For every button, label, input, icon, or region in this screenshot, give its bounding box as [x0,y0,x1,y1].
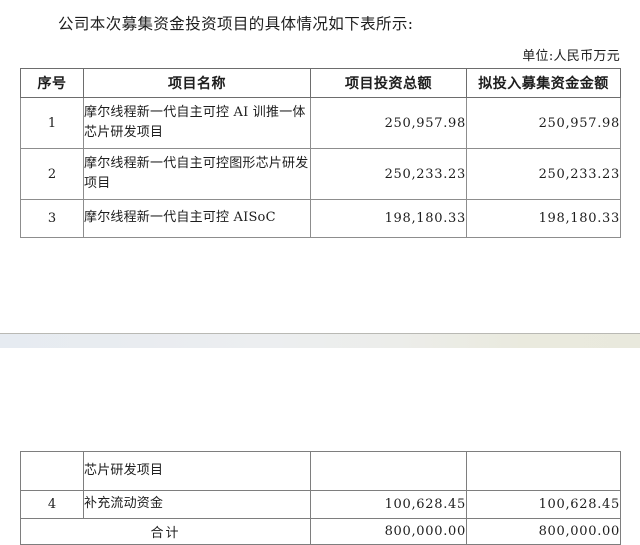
table-row: 2 摩尔线程新一代自主可控图形芯片研发项目 250,233.23 250,233… [20,148,621,200]
table-row: 4 补充流动资金 100,628.45 100,628.45 [20,490,621,519]
total-investment-sum: 800,000.00 [310,518,467,545]
raised-funds-sum: 800,000.00 [466,518,621,545]
table-header-row: 序号 项目名称 项目投资总额 拟投入募集资金金额 [20,68,621,98]
total-label: 合计 [20,518,311,545]
row-number: 3 [20,199,84,238]
column-header-raised: 拟投入募集资金金额 [466,68,621,98]
project-name: 摩尔线程新一代自主可控图形芯片研发项目 [83,148,311,200]
table-row: 1 摩尔线程新一代自主可控 AI 训推一体芯片研发项目 250,957.98 2… [20,97,621,149]
total-investment: 250,233.23 [310,148,467,200]
project-name: 芯片研发项目 [83,451,311,491]
table-row: 3 摩尔线程新一代自主可控 AISoC 198,180.33 198,180.3… [20,199,621,238]
intro-paragraph: 公司本次募集资金投资项目的具体情况如下表所示: [58,15,414,33]
project-name: 摩尔线程新一代自主可控 AI 训推一体芯片研发项目 [83,97,311,149]
row-number: 1 [20,97,84,149]
project-name: 摩尔线程新一代自主可控 AISoC [83,199,311,238]
raised-funds: 100,628.45 [466,490,621,519]
raised-funds: 250,957.98 [466,97,621,149]
total-investment: 100,628.45 [310,490,467,519]
total-investment: 198,180.33 [310,199,467,238]
investment-projects-table: 序号 项目名称 项目投资总额 拟投入募集资金金额 1 摩尔线程新一代自主可控 A… [20,68,621,238]
row-number: 2 [20,148,84,200]
project-name: 补充流动资金 [83,490,311,519]
column-header-name: 项目名称 [83,68,311,98]
column-header-total: 项目投资总额 [310,68,467,98]
table-row: 芯片研发项目 [20,451,621,491]
row-number: 4 [20,490,84,519]
row-number [20,451,84,491]
unit-note: 单位:人民币万元 [522,49,620,64]
raised-funds: 250,233.23 [466,148,621,200]
table-total-row: 合计 800,000.00 800,000.00 [20,518,621,545]
raised-funds [466,451,621,491]
page-divider-band [0,333,640,348]
total-investment [310,451,467,491]
column-header-no: 序号 [20,68,84,98]
total-investment: 250,957.98 [310,97,467,149]
raised-funds: 198,180.33 [466,199,621,238]
investment-projects-table-continued: 芯片研发项目 4 补充流动资金 100,628.45 100,628.45 合计… [20,451,621,545]
